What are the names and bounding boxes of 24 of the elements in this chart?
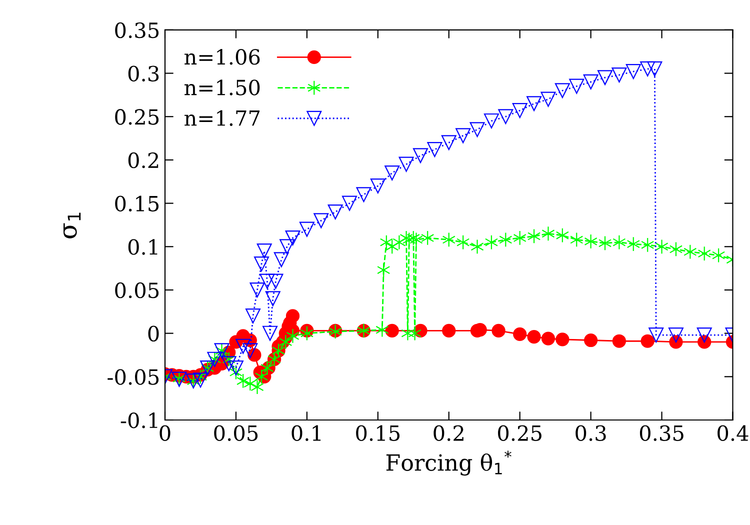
y-tick-label: -0.05 bbox=[108, 369, 159, 385]
y-tick-label: 0.15 bbox=[115, 196, 159, 212]
x-tick-label: 0 bbox=[160, 425, 170, 441]
x-tick-label: 0.15 bbox=[356, 425, 400, 441]
x-axis-title: Forcing θ$_{1}$$^{*}$ bbox=[386, 450, 512, 476]
legend-label: n=1.77 bbox=[184, 110, 260, 126]
y-tick-label: -0.1 bbox=[120, 412, 158, 428]
y-tick-label: 0.3 bbox=[128, 66, 159, 82]
x-tick-label: 0.2 bbox=[434, 425, 464, 441]
y-tick-label: 0.25 bbox=[115, 109, 159, 125]
y-tick-label: 0.1 bbox=[128, 239, 158, 255]
x-tick-label: 0.4 bbox=[718, 425, 748, 441]
y-tick-label: 0.05 bbox=[115, 282, 159, 298]
y-tick-label: 0 bbox=[148, 326, 159, 342]
y-tick-label: 0.2 bbox=[128, 152, 158, 168]
x-tick-label: 0.1 bbox=[292, 425, 321, 441]
x-tick-label: 0.25 bbox=[498, 425, 542, 441]
y-tick-label: 0.35 bbox=[115, 22, 159, 38]
legend-label: n=1.06 bbox=[184, 49, 260, 65]
legend-label: n=1.50 bbox=[184, 80, 260, 96]
y-axis-title: σ$_{1}$ bbox=[64, 212, 81, 238]
x-tick-label: 0.05 bbox=[214, 425, 258, 441]
x-tick-label: 0.3 bbox=[576, 425, 606, 441]
x-tick-label: 0.35 bbox=[640, 425, 684, 441]
